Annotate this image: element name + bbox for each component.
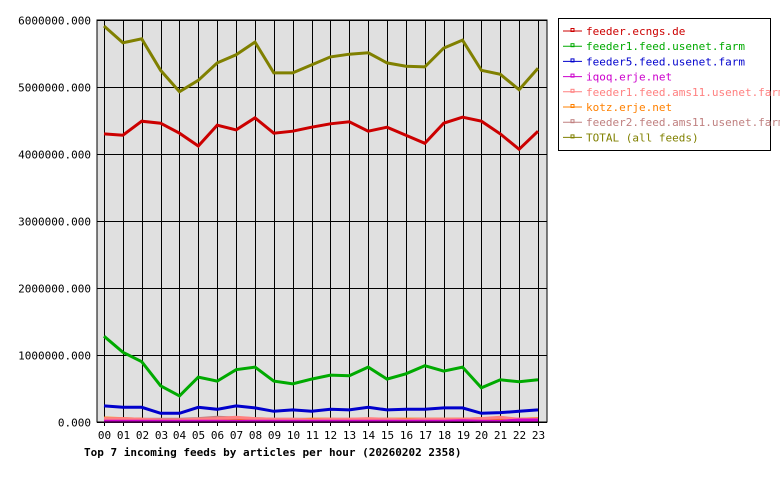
y-tick-label: 5000000.000: [18, 82, 91, 95]
legend-marker: [570, 88, 575, 93]
x-tick-label: 17: [419, 429, 432, 442]
legend-label: TOTAL (all feeds): [586, 131, 699, 144]
y-tick-label: 3000000.000: [18, 216, 91, 229]
legend-item: feeder.ecngs.de: [563, 25, 685, 38]
x-tick-label: 01: [117, 429, 130, 442]
x-tick-label: 22: [513, 429, 526, 442]
series-line-0: [103, 115, 540, 152]
legend-label: kotz.erje.net: [586, 101, 672, 114]
y-tick-label: 0.000: [58, 417, 91, 430]
x-tick-label: 12: [324, 429, 337, 442]
x-tick-label: 15: [381, 429, 394, 442]
legend-item: TOTAL (all feeds): [563, 131, 699, 144]
chart-title: Top 7 incoming feeds by articles per hou…: [84, 446, 462, 459]
x-tick-label: 08: [249, 429, 262, 442]
series-line-1: [103, 335, 539, 398]
legend-item: feeder2.feed.ams11.usenet.farm: [563, 116, 780, 129]
y-axis: 0.000 1000000.000 2000000.000 3000000.000 40…: [18, 15, 91, 430]
x-axis: 00 01 02 03 04 05 06 07 08 09 10 11 12 13 14 15 16 17 18 19…: [98, 429, 545, 442]
x-tick-label: 11: [306, 429, 319, 442]
x-tick-label: 23: [532, 429, 545, 442]
legend-box: [558, 18, 771, 151]
legend-item: iqoq.erje.net: [563, 71, 672, 84]
legend-label: feeder1.feed.usenet.farm: [586, 40, 745, 53]
x-tick-label: 04: [173, 429, 187, 442]
x-tick-label: 10: [287, 429, 300, 442]
series-line-7: [103, 24, 540, 94]
x-tick-label: 13: [343, 429, 356, 442]
x-tick-label: 21: [494, 429, 507, 442]
y-tick-label: 2000000.000: [18, 283, 91, 296]
x-tick-label: 16: [400, 429, 413, 442]
legend-marker: [570, 43, 575, 48]
legend: feeder.ecngs.de feeder1.feed.usenet.farm f…: [558, 18, 780, 151]
legend-marker: [570, 104, 575, 108]
gridlines: [97, 20, 547, 426]
plot-border: [96, 19, 548, 423]
legend-item: kotz.erje.net: [563, 101, 672, 114]
series-line-2: [103, 404, 539, 415]
legend-item: feeder1.feed.usenet.farm: [563, 40, 745, 53]
legend-marker: [570, 28, 575, 32]
y-tick-label: 4000000.000: [18, 149, 91, 162]
legend-marker: [570, 119, 575, 124]
x-tick-label: 09: [268, 429, 281, 442]
legend-marker: [570, 58, 575, 63]
x-tick-label: 02: [136, 429, 149, 442]
x-tick-label: 03: [155, 429, 168, 442]
legend-marker: [570, 73, 575, 78]
legend-marker: [570, 134, 575, 139]
legend-label: feeder.ecngs.de: [586, 25, 685, 38]
x-tick-label: 00: [98, 429, 111, 442]
x-tick-label: 05: [192, 429, 205, 442]
series-line-3: [104, 418, 538, 423]
x-tick-label: 06: [211, 429, 224, 442]
series-lines: [103, 24, 540, 423]
x-tick-label: 18: [438, 429, 451, 442]
legend-label: feeder2.feed.ams11.usenet.farm: [586, 116, 780, 129]
x-tick-label: 07: [230, 429, 243, 442]
x-tick-label: 14: [362, 429, 376, 442]
legend-label: feeder1.feed.ams11.usenet.farm: [586, 86, 780, 99]
legend-label: iqoq.erje.net: [586, 71, 672, 84]
legend-item: feeder5.feed.usenet.farm: [563, 55, 745, 68]
legend-label: feeder5.feed.usenet.farm: [586, 55, 745, 68]
x-tick-label: 19: [457, 429, 470, 442]
x-tick-label: 20: [475, 429, 488, 442]
y-tick-label: 1000000.000: [18, 350, 91, 363]
y-tick-label: 6000000.000: [18, 15, 91, 28]
legend-item: feeder1.feed.ams11.usenet.farm: [563, 86, 780, 99]
